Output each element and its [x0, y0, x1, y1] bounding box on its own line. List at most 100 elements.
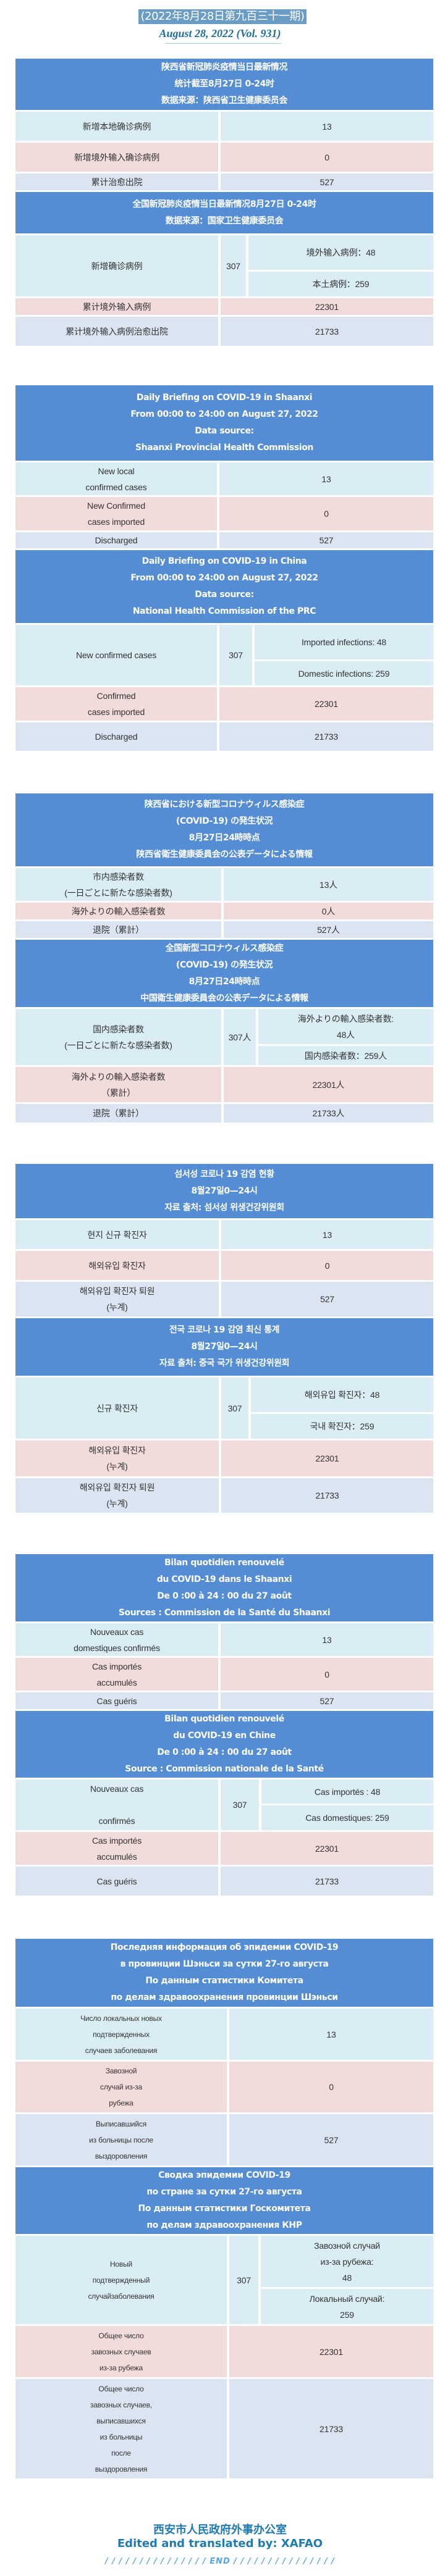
- row-value: 13人: [319, 879, 337, 890]
- table-cell: Domestic infections: 259: [255, 661, 433, 685]
- table-cell: 境外输入病例：48: [248, 235, 433, 270]
- row-label: Confirmed: [96, 691, 136, 701]
- table-row: Общее число завозных случаев, выписавшихся…: [15, 2379, 433, 2478]
- header-line: 数据来源：陕西省卫生健康委员会: [161, 96, 287, 106]
- national-table-header: 全国新冠肺炎疫情当日最新情况8月27日 0-24时 数据来源：国家卫生健康委员会: [15, 192, 433, 233]
- row-value: 22301: [315, 301, 339, 312]
- row-label: 累计境外输入病例治愈出院: [66, 326, 168, 337]
- national-table-header: 全国新型コロナウィルス感染症 (COVID-19) の発生状況 8月27日24時時点…: [15, 940, 433, 1007]
- row-label: после: [111, 2448, 131, 2457]
- row-label: подтвержденный: [92, 2275, 150, 2285]
- table-row: Nouveaux cas domestiques confirmés 13: [15, 1623, 433, 1656]
- table-cell: 0: [229, 2062, 433, 2112]
- table-cell: 신규 확진자: [15, 1378, 219, 1439]
- table-cell: 海外よりの輸入感染者数: 48人: [258, 1009, 433, 1044]
- table-row: 新增境外输入确诊病例 0: [15, 143, 433, 172]
- header-line: Последняя информация об эпидемии COVID-1…: [110, 1942, 339, 1952]
- imported-cases: 境外输入病例：48: [306, 248, 376, 257]
- row-label: 新增本地确诊病例: [82, 121, 151, 132]
- row-label: Cas importés: [91, 1835, 142, 1846]
- header-line: Daily Briefing on COVID-19 in China: [142, 556, 307, 566]
- table-cell: 13: [219, 462, 433, 495]
- new-cases-total: 307人: [228, 1032, 252, 1042]
- table-cell: 해외유입 확진자 퇴원 (누계): [15, 1478, 219, 1513]
- domestic-cases: Локальный случай:: [309, 2293, 385, 2304]
- table-cell: 新增确诊病例: [15, 235, 218, 296]
- table-cell: 해외유입 확진자 퇴원 (누계): [15, 1282, 219, 1316]
- table-cell: 22301: [221, 1441, 433, 1476]
- imported-cases: Imported infections: 48: [301, 637, 387, 647]
- row-label: Общее число: [98, 2331, 144, 2340]
- national-table-header: Daily Briefing on COVID-19 in China From …: [15, 550, 433, 623]
- table-row: Discharged 527: [15, 532, 433, 548]
- table-cell: 退院（累計）: [15, 921, 221, 938]
- table-row-new-cases: 国内感染者数 (一日ごとに新たな感染者数) 307人 海外よりの輸入感染者数: 48人国…: [15, 1009, 433, 1065]
- header-line: (COVID-19) の発生状況: [176, 816, 273, 826]
- row-label: Discharged: [95, 732, 138, 742]
- row-label: Discharged: [95, 535, 138, 545]
- header-line: du COVID-19 dans le Shaanxi: [156, 1574, 292, 1584]
- row-label: 退院（累計）: [93, 1108, 144, 1118]
- national-table-header: Bilan quotidien renouvelé du COVID-19 en …: [15, 1711, 433, 1778]
- row-label: New confirmed cases: [75, 650, 157, 660]
- row-label: （累計）: [101, 1087, 136, 1098]
- table-cell: 0人: [224, 903, 433, 919]
- row-label: (누계): [106, 1499, 128, 1508]
- table-cell: 307人: [224, 1009, 256, 1065]
- table-row: 累计境外输入病例 22301: [15, 298, 433, 315]
- header-line: Source : Commission nationale de la Sant…: [125, 1764, 324, 1774]
- imported-cases: 48: [342, 2272, 352, 2283]
- row-value: 527: [319, 177, 334, 187]
- row-value: 13: [321, 474, 331, 484]
- row-label: выздоровления: [95, 2151, 148, 2160]
- row-label: случайзаболевания: [88, 2291, 154, 2301]
- row-value: 21733人: [312, 1108, 345, 1118]
- issue-date: August 28, 2022 (Vol. 931): [159, 27, 281, 40]
- row-label: завозных случаев: [91, 2347, 151, 2356]
- table-cell: 13: [221, 1623, 433, 1656]
- table-row-new-cases: New confirmed cases 307 Imported infection…: [15, 625, 433, 685]
- row-value: 527: [319, 535, 334, 545]
- table-cell: 해외유입 확진자：48: [251, 1378, 433, 1412]
- table-cell: 0: [219, 497, 433, 530]
- table-cell: 527: [221, 174, 433, 190]
- row-value: 21733: [315, 732, 338, 742]
- header-line: Sources : Commission de la Santé du Shaa…: [118, 1607, 331, 1618]
- table-cell: 22301: [229, 2326, 433, 2377]
- table-row-new-cases: Nouveaux cas confirmés 307 Cas importés : 4…: [15, 1779, 433, 1830]
- national-table-header: Сводка эпидемии COVID-19 по стране за сут…: [15, 2167, 433, 2234]
- table-cell: 海外よりの輸入感染者数: [15, 903, 221, 919]
- row-label: из-за рубежа: [99, 2363, 143, 2372]
- table-cell: Число локальных новых подтвержденных случа…: [15, 2009, 227, 2060]
- row-value: 13: [322, 1634, 332, 1645]
- header-line: 陕西省新冠肺炎疫情当日最新情况: [161, 62, 287, 72]
- header-line: По данным статистики Комитета: [145, 1976, 303, 1986]
- header-line: Daily Briefing on COVID-19 in Shaanxi: [136, 393, 313, 403]
- table-row: 해외유입 확진자 퇴원 (누계) 21733: [15, 1478, 433, 1513]
- table-cell: 国内感染者数：259人: [258, 1046, 433, 1065]
- province-table-header: Daily Briefing on COVID-19 in Shaanxi Fro…: [15, 385, 433, 461]
- table-row: New local confirmed cases 13: [15, 462, 433, 495]
- header-line: 8월27일0—24시: [191, 1342, 258, 1352]
- header-line: в провинции Шэньси за сутки 27-го август…: [120, 1959, 329, 1969]
- table-row: Cas guéris 527: [15, 1692, 433, 1709]
- header-line: De 0 :00 à 24 : 00 du 27 août: [157, 1747, 292, 1757]
- row-label: Общее число: [98, 2384, 144, 2393]
- row-label: 해외유입 확진자 퇴원: [79, 1286, 155, 1296]
- table-cell: 307: [221, 1378, 248, 1439]
- new-cases-total: 307: [232, 1800, 247, 1810]
- row-value: 22301: [315, 699, 338, 709]
- table-cell: Cas importés : 48: [261, 1779, 433, 1804]
- footer-credit: Edited and translated by: XAFAO: [117, 2537, 323, 2550]
- row-label: завозных случаев,: [90, 2400, 152, 2409]
- table-row-new-cases: 신규 확진자 307 해외유입 확진자：48 국내 확진자：259: [15, 1378, 433, 1439]
- table-row: Выписавшийся из больницы после выздоровлен…: [15, 2114, 433, 2165]
- table-cell: Discharged: [15, 722, 217, 751]
- row-label: New Confirmed: [87, 501, 145, 511]
- row-label: Завозной: [105, 2067, 137, 2075]
- row-value: 21733: [315, 1876, 339, 1886]
- table-cell: 527: [221, 1282, 433, 1316]
- table-row: 累计境外输入病例治愈出院 21733: [15, 317, 433, 346]
- table-row-new-cases: 新增确诊病例 307 境外输入病例：48 本土病例：259: [15, 235, 433, 296]
- table-cell: Общее число завозных случаев из-за рубежа: [15, 2326, 227, 2377]
